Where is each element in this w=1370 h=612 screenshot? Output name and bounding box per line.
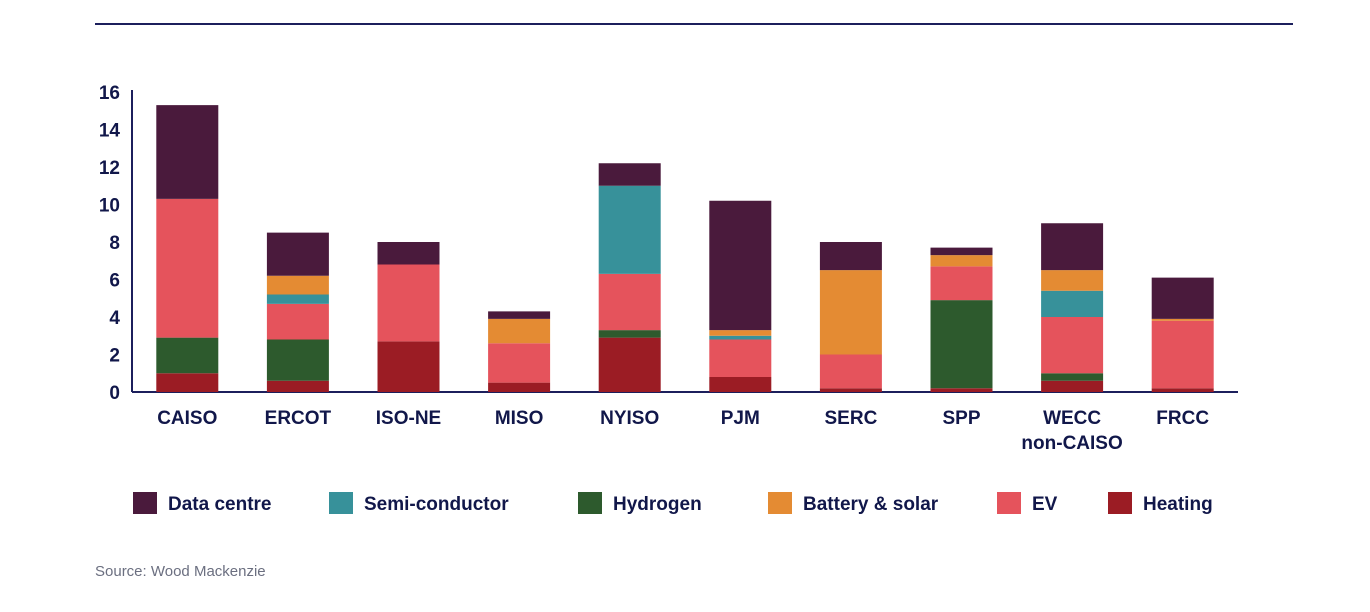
bar-segment-ev — [709, 339, 772, 377]
bar-segment-hydrogen — [598, 330, 661, 338]
category-label: CAISO — [157, 408, 217, 429]
bar-segment-heating — [819, 388, 882, 392]
bar-segment-heating — [266, 380, 329, 392]
bar-segment-battery-solar — [266, 275, 329, 295]
legend-label: Heating — [1143, 494, 1213, 515]
legend-swatch — [133, 492, 157, 514]
legend-item: Battery & solar — [768, 492, 939, 515]
bar-segment-battery-solar — [930, 255, 993, 267]
bar-segment-hydrogen — [930, 300, 993, 389]
category-label: WECC non-CAISO — [1021, 408, 1122, 454]
bar-segment-data-centre — [819, 242, 882, 271]
bar-segment-semi-conductor — [598, 185, 661, 274]
bar-segment-heating — [1151, 388, 1214, 392]
category-label: ISO-NE — [376, 408, 441, 429]
legend-item: Data centre — [133, 492, 272, 515]
bar-segment-battery-solar — [488, 318, 551, 344]
bar-segment-ev — [930, 266, 993, 301]
bar-segment-heating — [930, 388, 993, 392]
bar-segment-heating — [1041, 380, 1104, 392]
legend-item: Heating — [1108, 492, 1213, 515]
bar-segment-data-centre — [598, 163, 661, 186]
category-label: ERCOT — [265, 408, 332, 429]
legend-label: Battery & solar — [803, 494, 939, 515]
bar-segment-hydrogen — [1041, 373, 1104, 381]
legend: Data centre Semi-conductor Hydrogen Battery… — [133, 492, 1213, 515]
bar-segment-data-centre — [156, 105, 219, 199]
bar-segment-ev — [377, 264, 440, 342]
y-tick-label: 6 — [109, 271, 120, 292]
bar-segment-hydrogen — [266, 339, 329, 381]
y-tick-label: 14 — [99, 121, 121, 142]
bar-segment-semi-conductor — [709, 335, 772, 340]
bar-segment-battery-solar — [1041, 270, 1104, 291]
y-tick-label: 10 — [99, 196, 120, 217]
bar-segment-ev — [266, 303, 329, 340]
bar-segment-data-centre — [930, 247, 993, 256]
y-tick-label: 0 — [109, 383, 120, 404]
bar-segment-semi-conductor — [266, 294, 329, 304]
bar-segment-heating — [709, 377, 772, 392]
legend-swatch — [997, 492, 1021, 514]
category-label: NYISO — [600, 408, 659, 429]
bar-segment-data-centre — [266, 232, 329, 276]
bar-segment-data-centre — [1041, 223, 1104, 271]
bar-segment-ev — [1041, 317, 1104, 374]
source-note: Source: Wood Mackenzie — [95, 563, 266, 580]
category-label: SERC — [825, 408, 878, 429]
bar-segment-ev — [488, 343, 551, 383]
category-label: FRCC — [1156, 408, 1209, 429]
bar-segment-data-centre — [377, 242, 440, 265]
bar-segment-heating — [377, 341, 440, 392]
bar-segment-data-centre — [709, 200, 772, 331]
y-tick-label: 8 — [109, 233, 120, 254]
bar-segment-battery-solar — [1151, 318, 1214, 321]
bar-segment-heating — [598, 337, 661, 392]
category-label: SPP — [942, 408, 980, 429]
bar-segment-battery-solar — [819, 270, 882, 355]
bar-segment-semi-conductor — [1041, 290, 1104, 317]
bar-segment-hydrogen — [156, 337, 219, 374]
legend-swatch — [768, 492, 792, 514]
legend-label: Semi-conductor — [364, 494, 509, 515]
bars — [156, 105, 1214, 392]
legend-swatch — [578, 492, 602, 514]
legend-item: Hydrogen — [578, 492, 702, 515]
category-label: MISO — [495, 408, 544, 429]
y-tick-label: 4 — [109, 308, 120, 329]
bar-segment-heating — [488, 382, 551, 392]
y-tick-label: 12 — [99, 158, 120, 179]
legend-swatch — [1108, 492, 1132, 514]
bar-segment-ev — [598, 273, 661, 331]
y-tick-label: 2 — [109, 346, 120, 367]
category-label: PJM — [721, 408, 760, 429]
bar-segment-data-centre — [1151, 277, 1214, 319]
bar-segment-ev — [156, 198, 219, 338]
y-tick-label: 16 — [99, 83, 120, 104]
stacked-bar-chart: 0 2 4 6 8 10 12 14 16 CAISO ERCOT ISO-NE MISO NYISO P… — [99, 83, 1238, 515]
legend-label: Hydrogen — [613, 494, 702, 515]
bar-segment-battery-solar — [709, 330, 772, 336]
legend-item: EV — [997, 492, 1058, 515]
bar-segment-heating — [156, 373, 219, 392]
legend-swatch — [329, 492, 353, 514]
bar-segment-ev — [1151, 320, 1214, 389]
bar-segment-data-centre — [488, 311, 551, 319]
bar-segment-ev — [819, 354, 882, 389]
legend-label: Data centre — [168, 494, 272, 515]
legend-item: Semi-conductor — [329, 492, 509, 515]
top-rule — [95, 23, 1293, 25]
category-labels: CAISO ERCOT ISO-NE MISO NYISO PJM SERC SPP WECC n… — [157, 408, 1209, 454]
legend-label: EV — [1032, 494, 1058, 515]
